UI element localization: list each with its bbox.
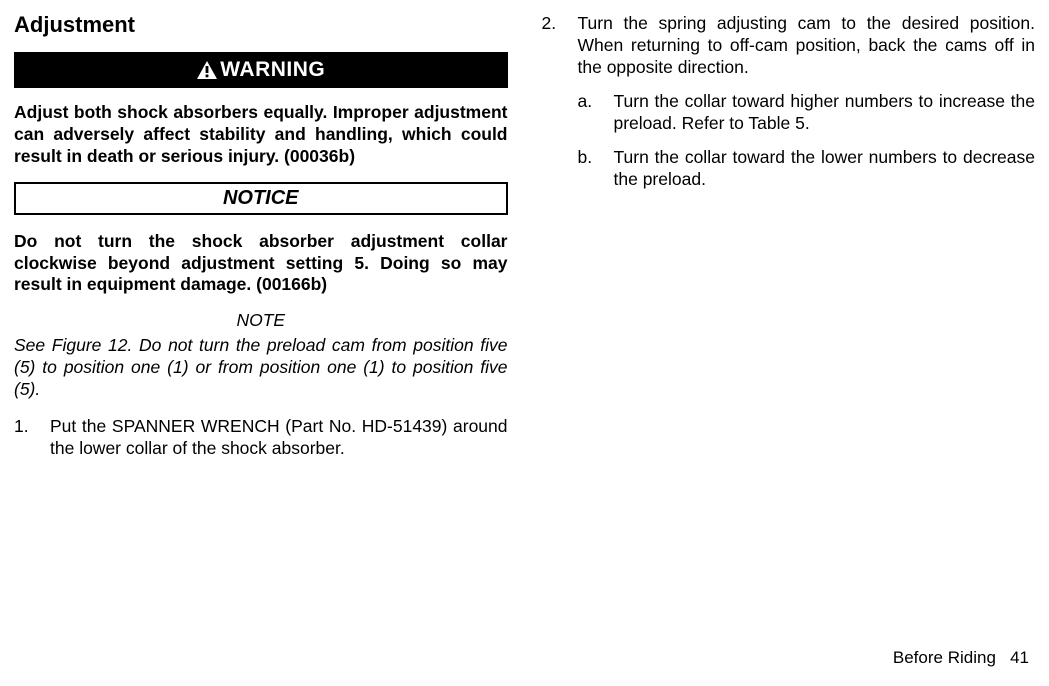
substep-letter: b. bbox=[578, 146, 614, 190]
notice-label: NOTICE bbox=[223, 187, 299, 209]
page-footer: Before Riding 41 bbox=[893, 648, 1029, 668]
step-body: Put the SPANNER WRENCH (Part No. HD-5143… bbox=[50, 415, 508, 459]
left-column: Adjustment WARNING Adjust both shock abs… bbox=[14, 12, 508, 471]
page-content: Adjustment WARNING Adjust both shock abs… bbox=[0, 0, 1049, 471]
step-number: 1. bbox=[14, 415, 50, 459]
substep-b: b. Turn the collar toward the lower numb… bbox=[578, 146, 1036, 190]
note-paragraph: See Figure 12. Do not turn the preload c… bbox=[14, 335, 508, 401]
right-column: 2. Turn the spring adjusting cam to the … bbox=[542, 12, 1036, 471]
step-number: 2. bbox=[542, 12, 578, 78]
step-2: 2. Turn the spring adjusting cam to the … bbox=[542, 12, 1036, 78]
warning-paragraph: Adjust both shock absorbers equally. Imp… bbox=[14, 102, 508, 168]
footer-section: Before Riding bbox=[893, 648, 996, 667]
substep-a: a. Turn the collar toward higher numbers… bbox=[578, 90, 1036, 134]
section-title: Adjustment bbox=[14, 12, 508, 38]
substep-body: Turn the collar toward the lower numbers… bbox=[614, 146, 1036, 190]
step-1: 1. Put the SPANNER WRENCH (Part No. HD-5… bbox=[14, 415, 508, 459]
notice-box: NOTICE bbox=[14, 182, 508, 215]
warning-triangle-icon bbox=[196, 60, 218, 80]
warning-box: WARNING bbox=[14, 52, 508, 88]
notice-paragraph: Do not turn the shock absorber adjustmen… bbox=[14, 231, 508, 297]
substep-body: Turn the collar toward higher numbers to… bbox=[614, 90, 1036, 134]
warning-label: WARNING bbox=[220, 58, 325, 82]
step-body: Turn the spring adjusting cam to the des… bbox=[578, 12, 1036, 78]
note-label: NOTE bbox=[14, 310, 508, 331]
substep-letter: a. bbox=[578, 90, 614, 134]
footer-page-number: 41 bbox=[1010, 648, 1029, 667]
